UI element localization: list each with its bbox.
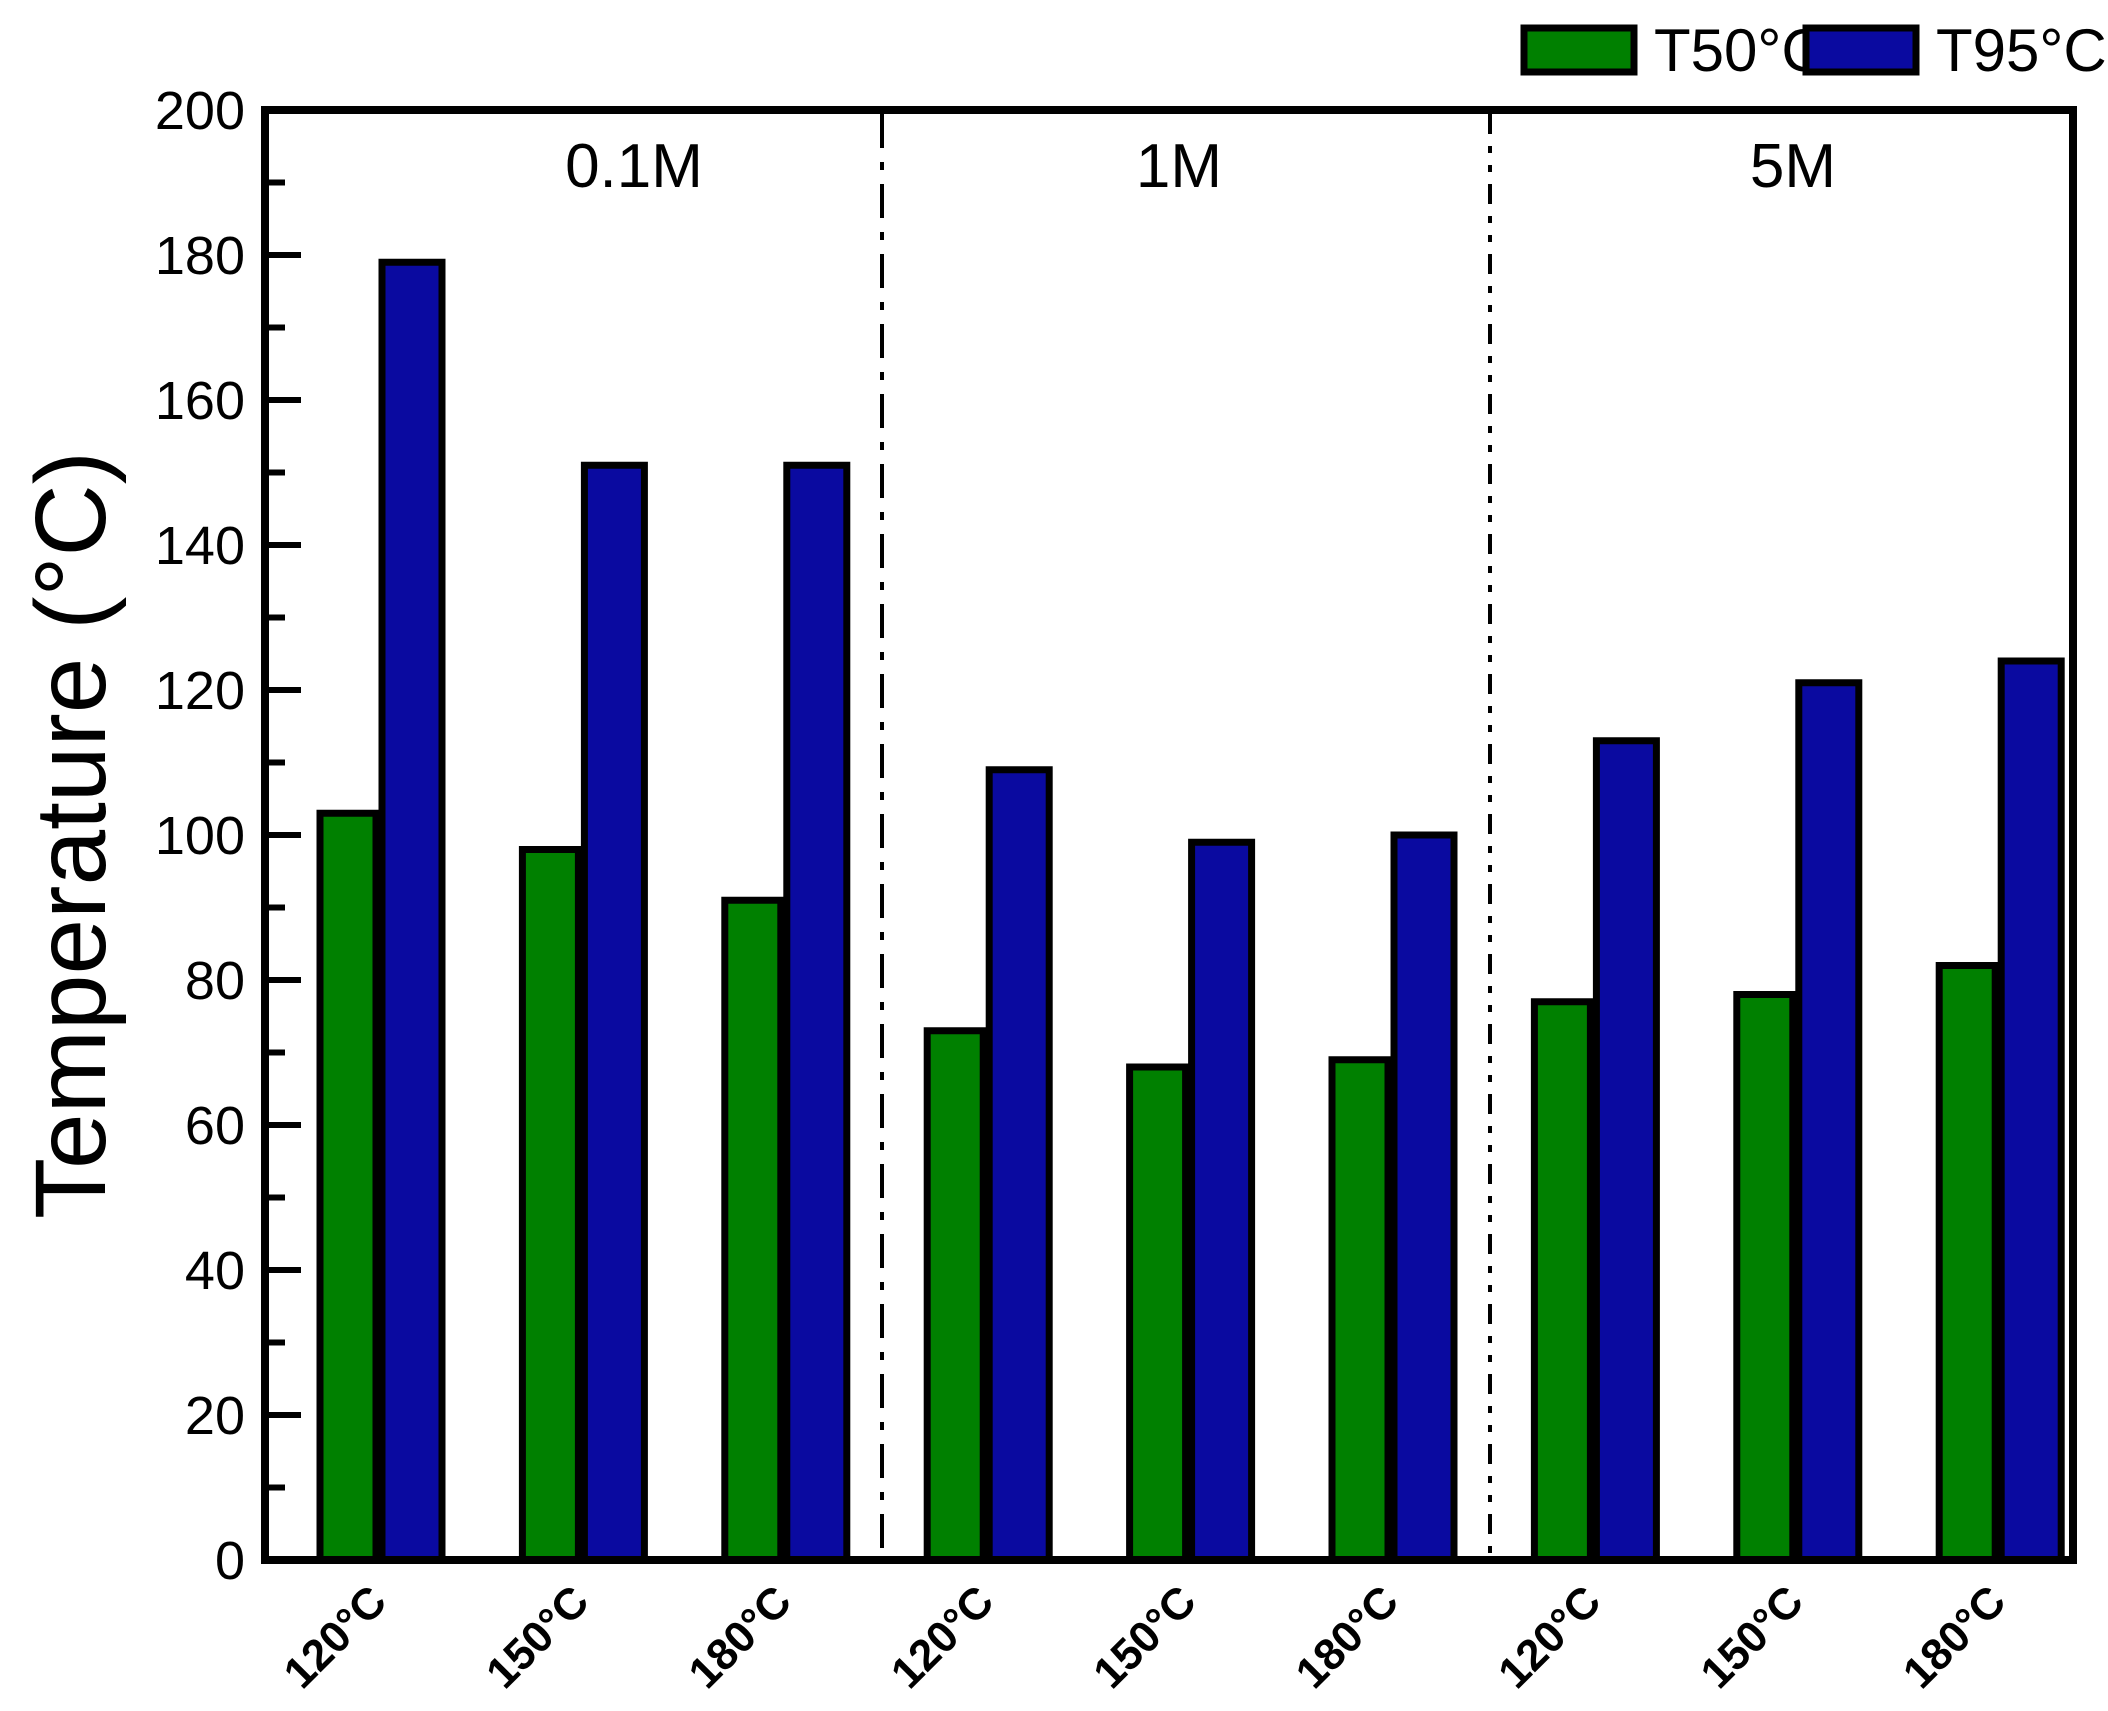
bar-t95	[985, 766, 1053, 1564]
x-category-label: 150°C	[477, 1576, 598, 1697]
y-axis-tick-label: 0	[215, 1531, 245, 1591]
y-axis-tick-label: 100	[155, 806, 245, 866]
x-category-label: 150°C	[1084, 1576, 1205, 1697]
y-axis-tick-label: 200	[155, 81, 245, 141]
bar-t95	[1188, 838, 1256, 1564]
bar-t50	[1935, 962, 1999, 1564]
y-axis-tick-label: 80	[185, 951, 245, 1011]
y-axis-tick-label: 180	[155, 226, 245, 286]
bar-t95	[1795, 679, 1863, 1564]
y-axis-tick-label: 40	[185, 1241, 245, 1301]
group-label: 0.1M	[565, 132, 703, 201]
y-axis-tick-label: 160	[155, 371, 245, 431]
plot-frame	[261, 106, 2077, 1564]
legend-swatch-t50	[1520, 24, 1638, 76]
bar-t50	[721, 896, 785, 1564]
x-category-label: 180°C	[1894, 1576, 2015, 1697]
bar-t50	[316, 809, 380, 1564]
y-axis-tick-label: 20	[185, 1386, 245, 1446]
x-category-label: 120°C	[275, 1576, 396, 1697]
bar-t95	[783, 461, 851, 1564]
group-label: 1M	[1136, 132, 1222, 201]
bar-t95	[580, 461, 648, 1564]
x-category-label: 120°C	[1489, 1576, 1610, 1697]
bar-t50	[1733, 991, 1797, 1564]
y-axis-tick-label: 140	[155, 516, 245, 576]
bar-t50	[518, 846, 582, 1564]
x-category-label: 180°C	[679, 1576, 800, 1697]
bar-t95	[1390, 831, 1458, 1564]
x-category-label: 150°C	[1691, 1576, 1812, 1697]
y-axis-tick-label: 60	[185, 1096, 245, 1156]
legend-label-t95: T95°C	[1936, 17, 2107, 84]
bar-t50	[1328, 1056, 1392, 1564]
bar-t95	[1592, 737, 1660, 1564]
x-category-label: 120°C	[882, 1576, 1003, 1697]
legend-label-t50: T50°C	[1654, 17, 1825, 84]
legend-swatch-t95	[1802, 24, 1920, 76]
y-axis-tick-label: 120	[155, 661, 245, 721]
bar-t50	[1126, 1063, 1190, 1564]
bar-t50	[923, 1027, 987, 1564]
bar-t95	[378, 258, 446, 1564]
bar-t95	[1997, 657, 2065, 1564]
bar-t50	[1530, 998, 1594, 1564]
group-label: 5M	[1750, 132, 1836, 201]
x-category-label: 180°C	[1287, 1576, 1408, 1697]
y-axis-title: Temperature (°C)	[15, 451, 127, 1219]
